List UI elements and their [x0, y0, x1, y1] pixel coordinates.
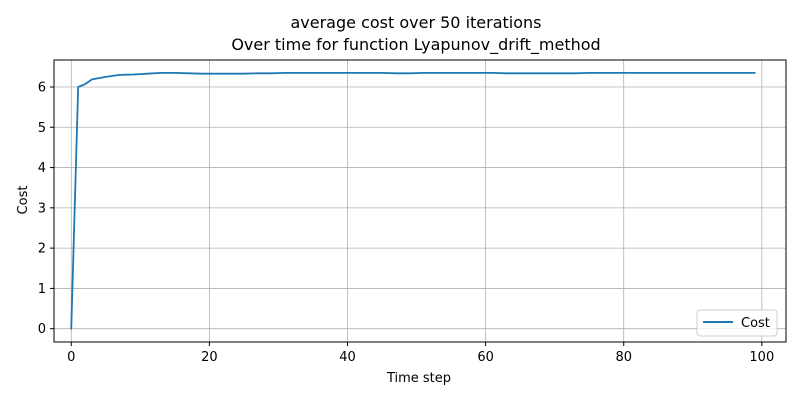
x-tick-label: 20 — [201, 350, 218, 365]
plot-frame — [53, 59, 787, 343]
y-tick-label: 3 — [38, 201, 46, 216]
grid — [54, 60, 786, 342]
x-tick-label: 60 — [477, 350, 494, 365]
x-axis-ticks: 0 20 40 60 80 100 — [67, 342, 774, 365]
y-tick-label: 2 — [38, 242, 46, 257]
series-layer — [70, 71, 756, 330]
y-axis-ticks: 0 1 2 3 4 5 6 — [38, 80, 54, 337]
y-axis-label: Cost — [16, 186, 31, 215]
legend-box — [696, 309, 778, 337]
y-tick-label: 6 — [38, 80, 46, 95]
x-tick-label: 100 — [749, 350, 774, 365]
y-tick-label: 4 — [38, 161, 46, 176]
chart-subtitle: Over time for function Lyapunov_drift_me… — [231, 35, 600, 55]
x-tick-label: 0 — [67, 350, 75, 365]
plot-area — [54, 60, 786, 342]
x-tick-label: 40 — [339, 350, 356, 365]
legend: Cost — [696, 309, 778, 337]
y-tick-label: 1 — [38, 282, 46, 297]
legend-label-cost: Cost — [741, 316, 770, 331]
chart-title: average cost over 50 iterations — [290, 13, 541, 32]
x-tick-label: 80 — [615, 350, 632, 365]
series-line-cost — [70, 71, 756, 330]
x-axis-label: Time step — [386, 371, 451, 386]
y-tick-label: 0 — [38, 322, 46, 337]
y-tick-label: 5 — [38, 121, 46, 136]
